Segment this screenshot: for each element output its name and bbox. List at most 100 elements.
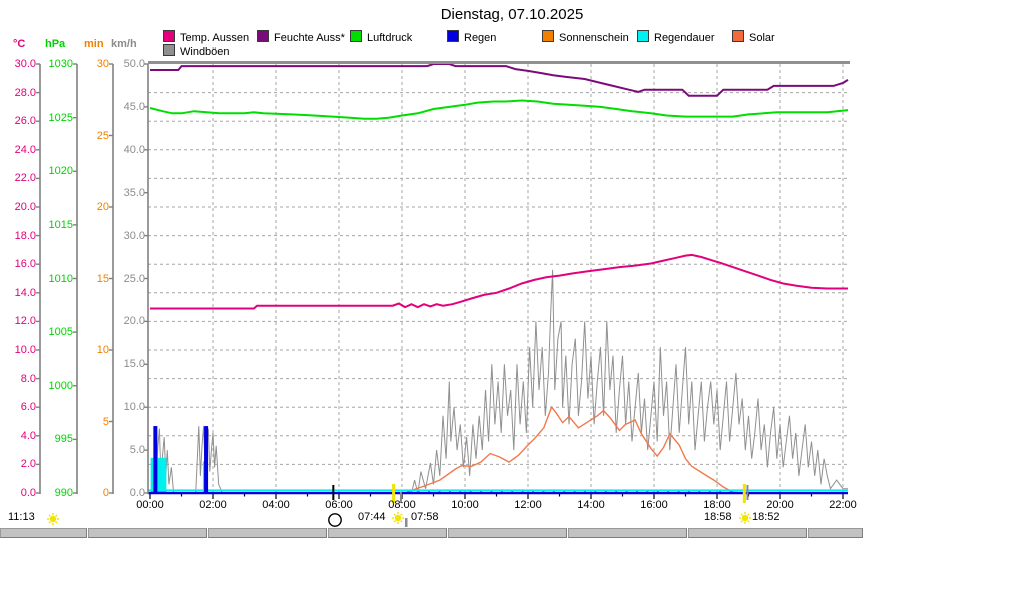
x-axis-tick <box>621 493 624 497</box>
y-tick-label-kmh: 10.0 <box>123 401 145 414</box>
y-tick-label-celsius: 24.0 <box>14 143 36 156</box>
x-axis-tick <box>653 493 655 499</box>
y-tick-label-min: 30 <box>96 58 109 70</box>
x-axis-tick <box>369 493 372 497</box>
x-tick-label: 22:00 <box>829 499 857 511</box>
legend-item-sonnenschein: Sonnenschein <box>542 30 629 44</box>
x-axis-tick <box>306 493 309 497</box>
x-tick-label: 02:00 <box>199 499 227 511</box>
y-tick-label-celsius: 26.0 <box>14 115 36 128</box>
x-axis-tick <box>527 493 529 499</box>
legend-label: Sonnenschein <box>559 32 629 44</box>
legend-item-temp-aussen: Temp. Aussen <box>163 30 250 44</box>
legend-swatch-icon <box>732 30 744 42</box>
day-bar-segment[interactable] <box>88 528 207 538</box>
legend-item-windb-en: Windböen <box>163 44 230 58</box>
plot-top-border <box>148 61 850 64</box>
x-tick-label: 08:00 <box>388 499 416 511</box>
series-windb-en <box>150 269 848 494</box>
x-axis-tick <box>747 493 750 497</box>
y-tick-label-kmh: 50.0 <box>123 58 145 70</box>
day-bar-segment[interactable] <box>568 528 687 538</box>
y-tick-label-min: 25 <box>96 129 109 142</box>
y-tick-label-celsius: 2.0 <box>20 458 36 471</box>
legend-item-solar: Solar <box>732 30 775 44</box>
x-axis-tick <box>338 493 340 499</box>
sunset-time: 18:52 <box>752 511 780 523</box>
y-tick-label-celsius: 14.0 <box>14 286 36 299</box>
legend-label: Regendauer <box>654 32 715 44</box>
sunshine-duration-value: 11:13 <box>8 511 35 523</box>
y-tick-label-hpa: 1010 <box>48 272 73 285</box>
x-tick-label: 18:00 <box>703 499 731 511</box>
moon-phase-icon <box>327 512 343 533</box>
y-tick-label-kmh: 0.0 <box>129 487 145 499</box>
x-axis-tick <box>716 493 718 499</box>
y-tick-label-celsius: 20.0 <box>14 201 36 213</box>
legend-label: Regen <box>464 32 497 44</box>
day-bar-segment[interactable] <box>808 528 863 538</box>
legend-swatch-icon <box>350 30 362 42</box>
legend-swatch-icon <box>447 30 459 42</box>
rain-bar <box>153 426 158 493</box>
day-bar-segment[interactable] <box>448 528 567 538</box>
day-bar-segment[interactable] <box>0 528 87 538</box>
y-tick-label-celsius: 30.0 <box>14 58 36 70</box>
y-tick-label-kmh: 20.0 <box>123 315 145 328</box>
day-bar-segment[interactable] <box>328 528 447 538</box>
legend-label: Windböen <box>180 46 230 58</box>
y-tick-label-min: 5 <box>102 415 109 428</box>
x-axis-tick <box>558 493 561 497</box>
hpa-axis-unit-label: hPa <box>45 38 66 50</box>
day-bar-segment[interactable] <box>208 528 327 538</box>
y-tick-label-kmh: 15.0 <box>123 358 145 371</box>
y-tick-label-celsius: 0.0 <box>20 487 36 499</box>
x-tick-label: 10:00 <box>451 499 479 511</box>
x-axis-tick <box>590 493 592 499</box>
rain-bar <box>204 426 209 493</box>
y-tick-label-kmh: 30.0 <box>123 229 145 242</box>
x-axis-tick <box>464 493 466 499</box>
x-axis-tick <box>243 493 246 497</box>
x-tick-label: 06:00 <box>325 499 353 511</box>
y-tick-label-hpa: 1020 <box>48 165 73 178</box>
moonset-tick-marker <box>399 492 402 503</box>
x-axis-tick <box>779 493 781 499</box>
rain-duration-block <box>150 457 167 493</box>
y-tick-label-hpa: 995 <box>54 433 73 446</box>
y-tick-label-hpa: 1005 <box>48 326 73 339</box>
x-axis-tick <box>684 493 687 497</box>
legend-item-regendauer: Regendauer <box>637 30 715 44</box>
x-tick-label: 16:00 <box>640 499 668 511</box>
y-tick-label-hpa: 1030 <box>48 58 73 70</box>
legend-swatch-icon <box>542 30 554 42</box>
day-bar-segment[interactable] <box>688 528 807 538</box>
x-axis-tick <box>149 493 151 499</box>
legend-item-feuchte-auss-: Feuchte Auss* <box>257 30 345 44</box>
moon-tick-marker <box>332 485 335 500</box>
moonset-time: 07:58 <box>411 511 439 523</box>
y-tick-label-celsius: 10.0 <box>14 344 36 356</box>
x-axis-tick <box>495 493 498 497</box>
sun-icon <box>391 511 405 529</box>
kmh-axis-unit-label: km/h <box>111 38 137 50</box>
x-axis-tick <box>212 493 214 499</box>
x-axis-tick <box>810 493 813 497</box>
y-tick-label-celsius: 18.0 <box>14 229 36 242</box>
x-tick-label: 14:00 <box>577 499 605 511</box>
series-temp-aussen <box>150 253 848 310</box>
sunset-tick-marker <box>742 484 746 503</box>
legend-swatch-icon <box>163 44 175 56</box>
celsius-axis-unit-label: °C <box>13 38 26 50</box>
y-tick-label-min: 15 <box>96 272 109 285</box>
legend-label: Temp. Aussen <box>180 32 250 44</box>
min-axis-unit-label: min <box>84 38 104 50</box>
series-feuchte-auss- <box>150 63 849 97</box>
y-tick-label-celsius: 16.0 <box>14 258 36 271</box>
page-title: Dienstag, 07.10.2025 <box>440 6 584 23</box>
sun-icon <box>46 512 60 530</box>
legend-swatch-icon <box>637 30 649 42</box>
moonrise-time: 18:58 <box>704 511 732 523</box>
